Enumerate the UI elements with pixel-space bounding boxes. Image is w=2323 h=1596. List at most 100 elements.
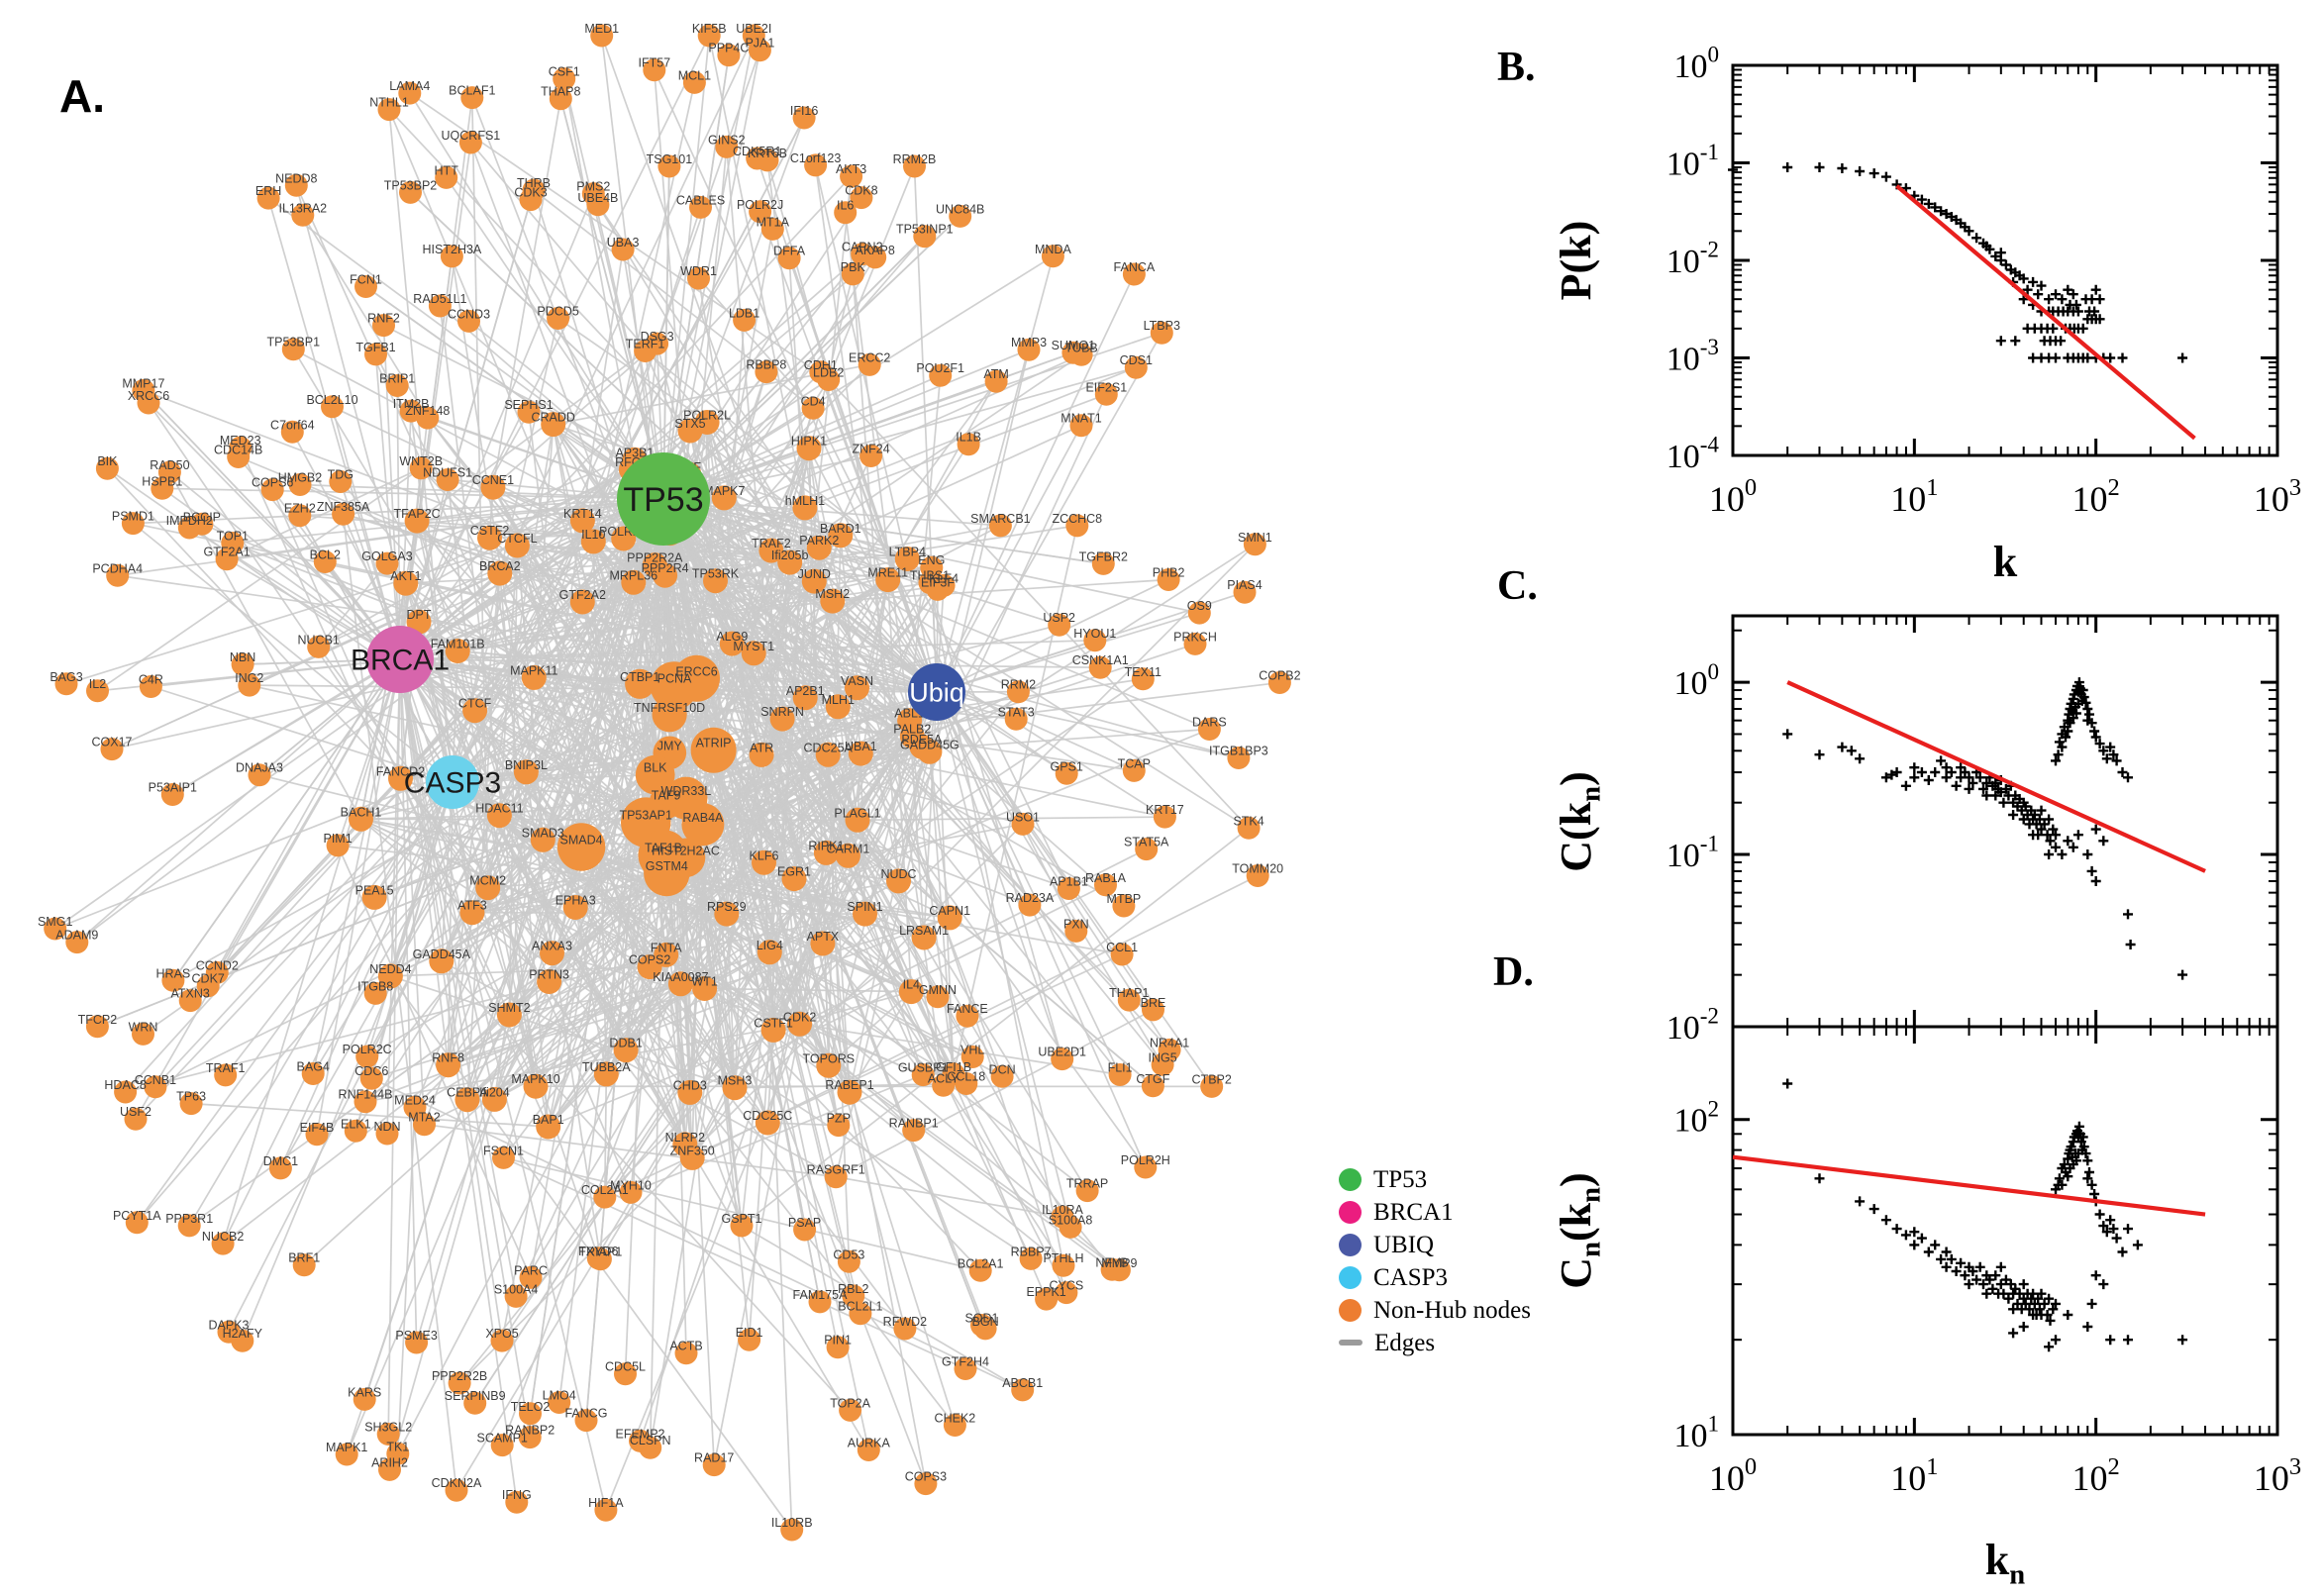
svg-text:C4R: C4R — [139, 673, 163, 687]
svg-text:DCN: DCN — [989, 1062, 1016, 1076]
svg-text:TP53AP1: TP53AP1 — [619, 809, 672, 823]
panel-b-label: B. — [1497, 45, 1536, 90]
svg-text:XRCC6: XRCC6 — [128, 389, 169, 403]
svg-text:NTHL1: NTHL1 — [369, 96, 409, 110]
svg-text:ATM: ATM — [983, 367, 1008, 381]
svg-text:COL2A1: COL2A1 — [581, 1183, 629, 1197]
plot-frame — [1731, 614, 2279, 1029]
network-hub-nodes: TP53 BRCA1 Ubiq CASP3 — [351, 452, 965, 809]
svg-text:BCL2A1: BCL2A1 — [958, 1256, 1004, 1270]
svg-text:POLR2L: POLR2L — [683, 409, 731, 423]
hub-node-label: TP53 — [623, 481, 703, 519]
svg-text:MED24: MED24 — [394, 1093, 436, 1107]
svg-text:DFFA: DFFA — [773, 245, 806, 258]
svg-text:HIST2H2AC: HIST2H2AC — [652, 844, 720, 857]
svg-text:TUBB: TUBB — [1064, 341, 1097, 354]
svg-text:ACTB: ACTB — [669, 1340, 702, 1353]
svg-text:IMPDH2: IMPDH2 — [166, 514, 213, 528]
svg-text:TDG: TDG — [328, 468, 354, 482]
svg-text:CEBPA: CEBPA — [447, 1086, 488, 1100]
legend-item-label: BRCA1 — [1373, 1198, 1454, 1226]
svg-text:SHMT2: SHMT2 — [488, 1001, 530, 1015]
svg-text:MED1: MED1 — [584, 22, 619, 36]
svg-text:FAM101B: FAM101B — [431, 638, 485, 651]
svg-text:POU2F1: POU2F1 — [916, 361, 964, 375]
svg-text:CSTF1: CSTF1 — [754, 1016, 793, 1030]
svg-text:GINS2: GINS2 — [708, 133, 746, 147]
svg-text:PSMD1: PSMD1 — [112, 510, 154, 524]
tick-label: 101 — [1673, 1412, 1719, 1454]
svg-text:LDB1: LDB1 — [729, 306, 759, 320]
node-swatch-icon — [1339, 1265, 1362, 1289]
svg-text:CCNB1: CCNB1 — [135, 1073, 176, 1087]
fit-line — [1895, 184, 2196, 441]
svg-text:THRB: THRB — [517, 176, 551, 190]
svg-text:BRF1: BRF1 — [288, 1251, 320, 1265]
svg-text:CDKN2A: CDKN2A — [432, 1476, 482, 1490]
svg-text:EIF4B: EIF4B — [300, 1121, 335, 1135]
svg-text:TOP2A: TOP2A — [830, 1396, 870, 1410]
svg-text:COPS3: COPS3 — [905, 1470, 947, 1484]
svg-text:FANCG: FANCG — [564, 1407, 607, 1421]
svg-text:TAF1B: TAF1B — [645, 842, 682, 855]
svg-text:ABCB1: ABCB1 — [1002, 1376, 1043, 1390]
svg-text:SUMO1: SUMO1 — [1052, 339, 1096, 352]
svg-text:MMP3: MMP3 — [1011, 336, 1047, 349]
svg-text:TP53BP2: TP53BP2 — [384, 178, 438, 192]
svg-text:PDCD5: PDCD5 — [537, 305, 578, 319]
svg-text:S100A8: S100A8 — [1049, 1213, 1093, 1227]
svg-text:PHB2: PHB2 — [1153, 566, 1185, 580]
hub-node-ubiq — [908, 663, 965, 721]
svg-text:ALG9: ALG9 — [716, 630, 748, 644]
svg-text:UQCRFS1: UQCRFS1 — [442, 129, 501, 143]
axis-label: Cn(kn) — [1552, 1172, 1607, 1288]
svg-text:STAT5A: STAT5A — [1124, 836, 1169, 849]
node-swatch-icon — [1339, 1298, 1362, 1322]
fit-line — [1786, 680, 2206, 873]
svg-text:UBE2D1: UBE2D1 — [1038, 1046, 1086, 1059]
svg-text:MYST1: MYST1 — [733, 640, 774, 653]
svg-text:THAP1: THAP1 — [1109, 986, 1149, 1000]
hub-node-casp3 — [426, 755, 479, 809]
svg-text:CDK7: CDK7 — [192, 972, 225, 986]
svg-text:CD53: CD53 — [833, 1247, 864, 1261]
svg-text:FSCN1: FSCN1 — [483, 1144, 524, 1157]
svg-text:USP2: USP2 — [1043, 611, 1075, 625]
svg-text:TP63: TP63 — [176, 1090, 206, 1104]
svg-text:PARK2: PARK2 — [799, 534, 839, 548]
svg-text:EGR1: EGR1 — [777, 865, 811, 879]
svg-text:S100A4: S100A4 — [494, 1282, 539, 1296]
svg-text:BIK: BIK — [97, 454, 118, 468]
tick-label: 100 — [1709, 1453, 1757, 1498]
svg-text:COPS6: COPS6 — [252, 476, 293, 490]
scatter-points — [1782, 1078, 2188, 1352]
svg-text:VASN: VASN — [841, 674, 873, 688]
svg-text:IFT57: IFT57 — [638, 56, 670, 70]
svg-text:CYCS: CYCS — [1050, 1279, 1084, 1293]
svg-text:WDR33L: WDR33L — [661, 784, 712, 798]
svg-text:RRM2: RRM2 — [1001, 678, 1036, 692]
svg-text:POLR2J: POLR2J — [737, 198, 783, 212]
svg-text:MSH2: MSH2 — [815, 587, 850, 601]
fit-line — [1732, 1154, 2206, 1217]
svg-text:MCM2: MCM2 — [469, 874, 506, 888]
scatter-points — [1728, 162, 2188, 363]
svg-text:NEDD8: NEDD8 — [275, 171, 317, 185]
tick-label: 102 — [2072, 474, 2120, 519]
svg-text:AP1B1: AP1B1 — [1050, 875, 1088, 889]
legend-item: BRCA1 — [1339, 1199, 1531, 1225]
svg-text:GTF2H4: GTF2H4 — [942, 1355, 989, 1369]
svg-text:KARS: KARS — [348, 1385, 381, 1399]
svg-text:TCAP: TCAP — [1118, 756, 1151, 770]
svg-text:MSH3: MSH3 — [718, 1074, 753, 1088]
svg-text:ING2: ING2 — [235, 671, 263, 685]
svg-text:MAPK7: MAPK7 — [703, 484, 745, 498]
svg-text:CDC6: CDC6 — [354, 1064, 388, 1078]
svg-text:TRRAP: TRRAP — [1066, 1177, 1108, 1191]
svg-text:JMY: JMY — [657, 739, 683, 752]
svg-text:THBS1: THBS1 — [910, 569, 950, 583]
tick-label: 103 — [2254, 474, 2301, 519]
svg-text:AURKA: AURKA — [848, 1437, 891, 1450]
